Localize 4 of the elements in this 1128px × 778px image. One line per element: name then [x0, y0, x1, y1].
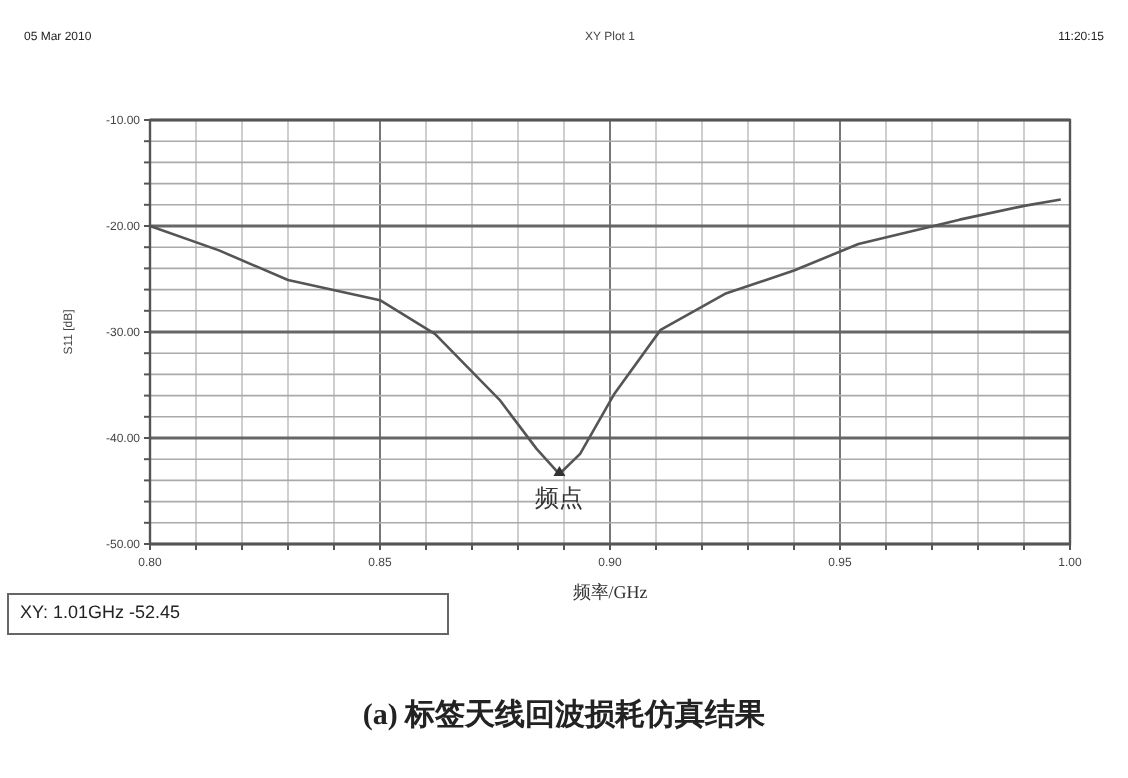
annotation: 频点: [535, 484, 584, 513]
text: XY: 1.01GHz -52.45: [20, 602, 181, 622]
text: (a) 标签天线回波损耗仿真结果: [362, 698, 768, 732]
x-axis-title: 频率/GHz: [572, 582, 648, 602]
